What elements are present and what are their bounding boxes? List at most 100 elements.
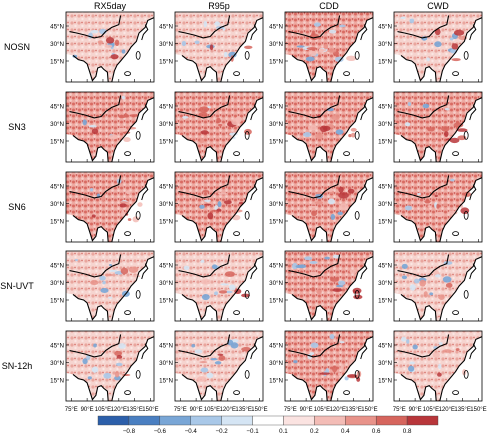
lat-tick-label: 45°N: [378, 184, 392, 191]
colorbar-segment: [128, 415, 161, 426]
colorbar-tick-label: −0.4: [185, 428, 198, 435]
lat-tick-label: 45°N: [378, 104, 392, 111]
lon-tick-label: 105°E: [95, 407, 111, 413]
lat-tick-label: 30°N: [50, 121, 64, 128]
map-panel-nosn-cwd: [393, 11, 483, 83]
lat-tick-label: 30°N: [159, 280, 173, 287]
colorbar-tick-label: −0.8: [123, 428, 136, 435]
lat-tick-label: 45°N: [269, 24, 283, 31]
lon-tick-label: 135°E: [345, 407, 361, 413]
colorbar-tick-label: 0.6: [372, 428, 381, 435]
map-panel-sn-uvt-cwd: [393, 250, 483, 322]
column-header-r95p: R95p: [208, 1, 230, 11]
lat-tick-label: 30°N: [269, 41, 283, 48]
map-panel-sn6-cwd: [393, 171, 483, 243]
map-panel-sn-12h-cwd: [393, 330, 483, 402]
lat-tick-label: 45°N: [159, 343, 173, 350]
lat-tick-label: 30°N: [159, 121, 173, 128]
lon-tick-label: 150°E: [142, 407, 158, 413]
lat-tick-label: 15°N: [159, 139, 173, 146]
lat-tick-label: 15°N: [159, 219, 173, 226]
lat-tick-label: 30°N: [378, 121, 392, 128]
lat-tick-label: 30°N: [378, 41, 392, 48]
colorbar-segment: [345, 415, 377, 426]
map-panel-sn3-cwd: [393, 91, 483, 163]
lon-tick-label: 120°E: [220, 407, 236, 413]
map-panel-sn6-cdd: [284, 171, 374, 243]
lat-tick-label: 45°N: [159, 184, 173, 191]
map-panel-sn-12h-rx5day: [65, 330, 155, 402]
colorbar-segment: [375, 415, 408, 426]
lat-tick-label: 45°N: [50, 263, 64, 270]
lat-tick-label: 45°N: [50, 343, 64, 350]
lat-tick-label: 15°N: [378, 298, 392, 305]
lat-tick-label: 15°N: [378, 219, 392, 226]
lon-tick-label: 75°E: [284, 407, 297, 413]
map-panel-sn3-rx5day: [65, 91, 155, 163]
column-header-cdd: CDD: [319, 1, 339, 11]
lat-tick-label: 30°N: [378, 280, 392, 287]
colorbar-tick-label: 0.2: [310, 428, 319, 435]
colorbar-tick-label: −0.1: [246, 428, 259, 435]
lat-tick-label: 15°N: [50, 59, 64, 66]
map-panel-sn-uvt-cdd: [284, 250, 374, 322]
lat-tick-label: 45°N: [378, 24, 392, 31]
row-label-sn3: SN3: [8, 122, 26, 132]
lat-tick-label: 15°N: [269, 59, 283, 66]
lon-tick-label: 105°E: [423, 407, 439, 413]
row-label-sn-12h: SN-12h: [2, 361, 33, 371]
lat-tick-label: 45°N: [159, 263, 173, 270]
lon-tick-label: 135°E: [126, 407, 142, 413]
map-panel-nosn-cdd: [284, 11, 374, 83]
lat-tick-label: 30°N: [50, 360, 64, 367]
lat-tick-label: 30°N: [50, 201, 64, 208]
lat-tick-label: 30°N: [159, 360, 173, 367]
map-panel-sn-uvt-r95p: [174, 250, 264, 322]
lat-tick-label: 15°N: [159, 378, 173, 385]
lon-tick-label: 75°E: [174, 407, 187, 413]
lat-tick-label: 45°N: [378, 263, 392, 270]
column-header-rx5day: RX5day: [94, 1, 127, 11]
lon-tick-label: 105°E: [314, 407, 330, 413]
lon-tick-label: 90°E: [300, 407, 313, 413]
lon-tick-label: 75°E: [65, 407, 78, 413]
colorbar-segment: [190, 415, 222, 426]
lon-tick-label: 135°E: [235, 407, 251, 413]
row-label-sn6: SN6: [8, 202, 26, 212]
colorbar-segment: [159, 415, 191, 426]
row-label-nosn: NOSN: [4, 42, 30, 52]
lat-tick-label: 15°N: [378, 378, 392, 385]
lat-tick-label: 45°N: [50, 104, 64, 111]
lon-tick-label: 90°E: [409, 407, 422, 413]
colorbar-segment: [97, 415, 130, 426]
lon-tick-label: 135°E: [454, 407, 470, 413]
row-label-sn-uvt: SN-UVT: [0, 281, 34, 291]
map-panel-sn3-r95p: [174, 91, 264, 163]
lon-tick-label: 150°E: [361, 407, 377, 413]
colorbar-tick-label: −0.6: [154, 428, 167, 435]
map-panel-sn6-rx5day: [65, 171, 155, 243]
lat-tick-label: 45°N: [378, 343, 392, 350]
lat-tick-label: 45°N: [50, 184, 64, 191]
lat-tick-label: 30°N: [50, 280, 64, 287]
lon-tick-label: 150°E: [251, 407, 267, 413]
lon-tick-label: 120°E: [330, 407, 346, 413]
colorbar-tick-label: 0.8: [403, 428, 412, 435]
lat-tick-label: 30°N: [50, 41, 64, 48]
lat-tick-label: 30°N: [269, 360, 283, 367]
lat-tick-label: 30°N: [269, 201, 283, 208]
lat-tick-label: 45°N: [269, 104, 283, 111]
lat-tick-label: 30°N: [378, 201, 392, 208]
lat-tick-label: 30°N: [159, 201, 173, 208]
lat-tick-label: 15°N: [50, 139, 64, 146]
lon-tick-label: 120°E: [439, 407, 455, 413]
lat-tick-label: 30°N: [378, 360, 392, 367]
colorbar-segment: [314, 415, 346, 426]
lat-tick-label: 15°N: [269, 219, 283, 226]
lat-tick-label: 15°N: [269, 139, 283, 146]
lat-tick-label: 30°N: [269, 280, 283, 287]
lon-tick-label: 90°E: [190, 407, 203, 413]
colorbar-segment: [283, 415, 315, 426]
lat-tick-label: 30°N: [269, 121, 283, 128]
